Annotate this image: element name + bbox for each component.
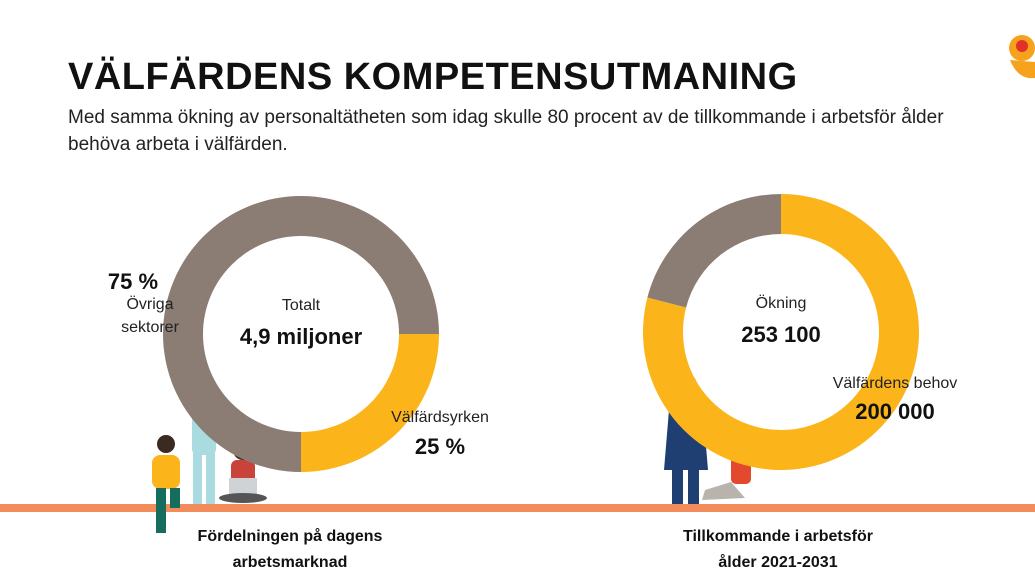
segment-label: Välfärdsyrken: [391, 409, 489, 427]
caption: Tillkommande i arbetsför ålder 2021-2031: [668, 524, 888, 576]
value-label: 200 000: [855, 399, 935, 425]
center-value: 253 100: [741, 322, 821, 348]
value-label: 75 %: [108, 269, 158, 295]
caption: Fördelningen på dagens arbetsmarknad: [180, 524, 400, 576]
center-value: 4,9 miljoner: [240, 324, 362, 350]
subtitle: Med samma ökning av personaltätheten som…: [68, 104, 968, 158]
donut-segment: [647, 194, 781, 308]
ground-line: [0, 504, 1035, 512]
center-label: Totalt: [282, 297, 320, 315]
infographic: VÄLFÄRDENS KOMPETENSUTMANING Med samma ö…: [0, 0, 1035, 587]
logo: [1009, 35, 1035, 78]
segment-label: Välfärdens behov: [833, 375, 958, 393]
title: VÄLFÄRDENS KOMPETENSUTMANING: [68, 56, 798, 99]
center-label: Ökning: [756, 295, 807, 313]
value-label: 25 %: [415, 434, 465, 460]
segment-label: Övriga sektorer: [110, 293, 190, 339]
